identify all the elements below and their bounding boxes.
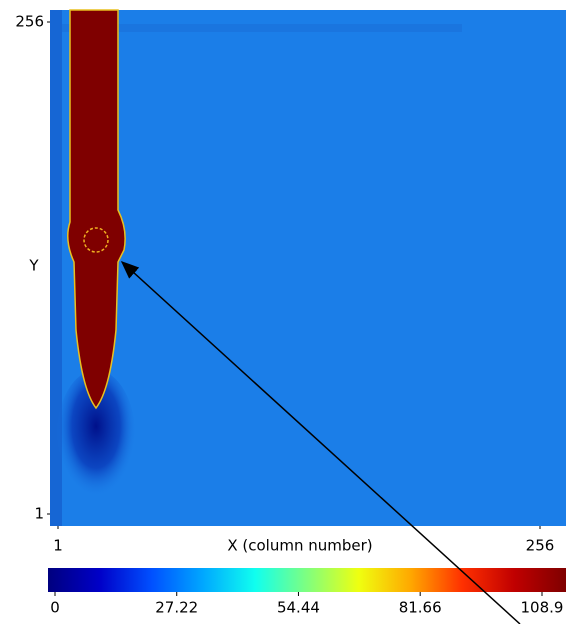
- colorbar-tick-label: 27.22: [155, 599, 198, 617]
- dark-region: [56, 370, 136, 510]
- colorbar-tick-label: 54.44: [277, 599, 320, 617]
- x-tick-label: 1: [53, 537, 63, 555]
- colorbar: [48, 568, 566, 592]
- x-tick-label: 256: [526, 537, 555, 555]
- colorbar-tick-label: 108.9: [521, 599, 564, 617]
- heatmap-image: [50, 9, 566, 526]
- annotation-arrow: [120, 260, 521, 624]
- x-axis-label: X (column number): [227, 537, 372, 555]
- y-tick-label: 256: [15, 13, 44, 31]
- ring: [83, 227, 109, 253]
- image-band: [62, 24, 462, 32]
- colorbar-tick-label: 81.66: [399, 599, 442, 617]
- colorbar-tick-label: 0: [50, 599, 60, 617]
- saturated-region: [67, 9, 126, 410]
- y-tick-label: 1: [34, 505, 44, 523]
- image-edge: [50, 10, 62, 526]
- y-axis-label: Y: [28, 257, 39, 275]
